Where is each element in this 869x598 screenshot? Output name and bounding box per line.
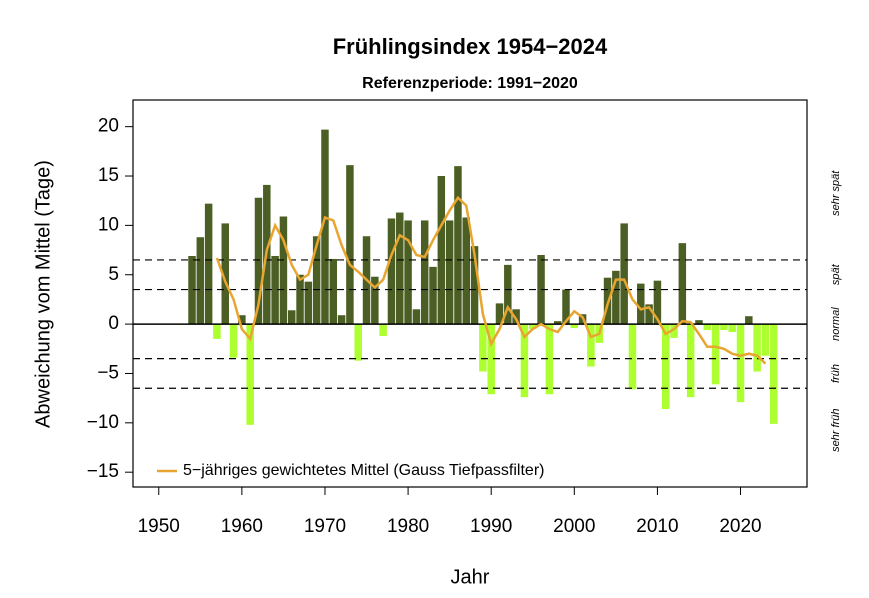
bar xyxy=(670,324,678,338)
bar xyxy=(454,166,462,325)
bar xyxy=(371,276,379,325)
bar xyxy=(720,324,728,331)
bar xyxy=(711,324,720,385)
zone-label: früh xyxy=(830,364,842,383)
x-tick-label: 1980 xyxy=(387,516,429,537)
bar xyxy=(686,324,695,398)
bar xyxy=(545,324,554,395)
zone-label: spät xyxy=(830,263,842,285)
bar xyxy=(379,324,387,336)
x-tick-label: 1970 xyxy=(304,516,346,537)
chart-subtitle: Referenzperiode: 1991−2020 xyxy=(362,75,578,92)
bar xyxy=(695,320,703,325)
bar xyxy=(612,270,620,325)
bar xyxy=(304,281,313,325)
y-tick-label: −10 xyxy=(87,412,119,433)
bar xyxy=(238,315,246,325)
x-tick-label: 2000 xyxy=(553,516,595,537)
x-tick-label: 2010 xyxy=(636,516,678,537)
bar xyxy=(637,283,645,325)
bar xyxy=(570,324,579,329)
zone-label: sehr spät xyxy=(830,170,842,216)
bar xyxy=(645,304,653,325)
bar xyxy=(221,223,229,325)
x-tick-label: 1960 xyxy=(221,516,263,537)
bar xyxy=(229,324,238,358)
bar xyxy=(412,309,421,325)
bar xyxy=(254,197,263,325)
y-tick-label: 5 xyxy=(108,264,119,285)
legend-label: 5−jähriges gewichtetes Mittel (Gauss Tie… xyxy=(183,462,544,479)
bar xyxy=(661,324,670,410)
x-tick-label: 2020 xyxy=(719,516,761,537)
bar xyxy=(479,324,487,372)
y-tick-label: 10 xyxy=(98,214,119,235)
bar xyxy=(287,310,296,325)
bar xyxy=(204,203,213,325)
bar xyxy=(188,255,196,325)
bar xyxy=(337,315,346,325)
bar xyxy=(587,324,595,367)
bar xyxy=(279,216,288,325)
bar xyxy=(770,324,778,424)
bar xyxy=(296,274,304,325)
bar xyxy=(396,212,404,325)
bar xyxy=(487,324,495,395)
y-axis-label: Abweichung vom Mittel (Tage) xyxy=(32,160,54,428)
bar xyxy=(653,280,662,325)
bar xyxy=(470,246,479,325)
y-tick-label: −5 xyxy=(97,362,119,383)
bar xyxy=(736,324,745,403)
bar xyxy=(420,220,429,325)
bar xyxy=(321,129,329,325)
bar xyxy=(678,243,687,325)
bar xyxy=(387,218,396,325)
zone-label: normal xyxy=(830,307,842,341)
bar xyxy=(495,303,504,325)
smoothed-line xyxy=(215,195,767,365)
bar xyxy=(437,176,446,325)
bar xyxy=(312,236,321,325)
bar xyxy=(445,220,454,325)
bar xyxy=(529,324,537,330)
bar xyxy=(761,324,770,356)
bar xyxy=(562,289,570,325)
bar xyxy=(520,324,529,398)
bar xyxy=(512,309,520,325)
chart-title: Frühlingsindex 1954−2024 xyxy=(333,34,608,59)
bar xyxy=(745,316,753,325)
bar xyxy=(703,324,712,331)
bar xyxy=(553,321,562,325)
bar xyxy=(246,324,254,425)
bar xyxy=(404,220,412,325)
bar xyxy=(196,237,205,325)
bar xyxy=(271,255,279,325)
x-tick-label: 1950 xyxy=(138,516,180,537)
y-tick-label: −15 xyxy=(87,461,119,482)
bar xyxy=(620,223,628,325)
bar xyxy=(628,324,637,390)
x-tick-label: 1990 xyxy=(470,516,512,537)
y-tick-label: 0 xyxy=(108,313,119,334)
bar xyxy=(213,324,221,339)
bar xyxy=(346,165,354,325)
bar xyxy=(329,258,338,325)
bar xyxy=(753,324,761,372)
bar xyxy=(504,264,512,325)
y-tick-label: 15 xyxy=(98,165,119,186)
bar xyxy=(728,324,736,333)
x-axis-label: Jahr xyxy=(451,566,490,588)
y-tick-label: 20 xyxy=(98,116,119,137)
bar xyxy=(462,217,470,325)
plot-frame xyxy=(132,99,808,488)
bar xyxy=(354,324,362,361)
bar xyxy=(429,266,437,325)
zone-label: sehr früh xyxy=(830,409,842,452)
